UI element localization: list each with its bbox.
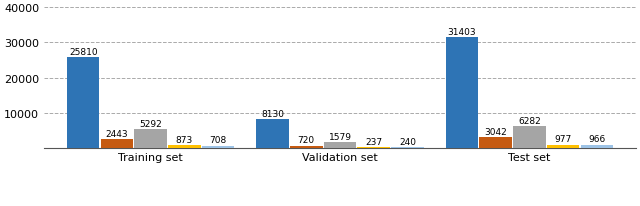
- Bar: [168, 145, 201, 148]
- Text: 1579: 1579: [328, 132, 351, 141]
- Bar: [290, 146, 323, 148]
- Text: 720: 720: [298, 135, 315, 144]
- Bar: [358, 147, 390, 148]
- Bar: [479, 138, 512, 148]
- Text: 873: 873: [176, 135, 193, 144]
- Text: 966: 966: [588, 135, 605, 144]
- Text: 708: 708: [209, 136, 227, 144]
- Bar: [134, 130, 167, 148]
- Text: 8130: 8130: [261, 109, 284, 118]
- Bar: [391, 147, 424, 148]
- Bar: [202, 146, 234, 148]
- Text: 240: 240: [399, 137, 416, 146]
- Text: 237: 237: [365, 137, 382, 146]
- Text: 2443: 2443: [106, 129, 128, 138]
- Text: 5292: 5292: [140, 119, 162, 128]
- Bar: [580, 145, 613, 148]
- Text: 31403: 31403: [447, 28, 476, 37]
- Text: 3042: 3042: [484, 127, 507, 136]
- Text: 977: 977: [554, 135, 572, 144]
- Bar: [445, 38, 478, 148]
- Bar: [513, 126, 546, 148]
- Text: 25810: 25810: [69, 48, 97, 56]
- Bar: [324, 143, 356, 148]
- Bar: [256, 120, 289, 148]
- Text: 6282: 6282: [518, 116, 541, 125]
- Bar: [100, 140, 133, 148]
- Bar: [67, 58, 99, 148]
- Bar: [547, 145, 579, 148]
